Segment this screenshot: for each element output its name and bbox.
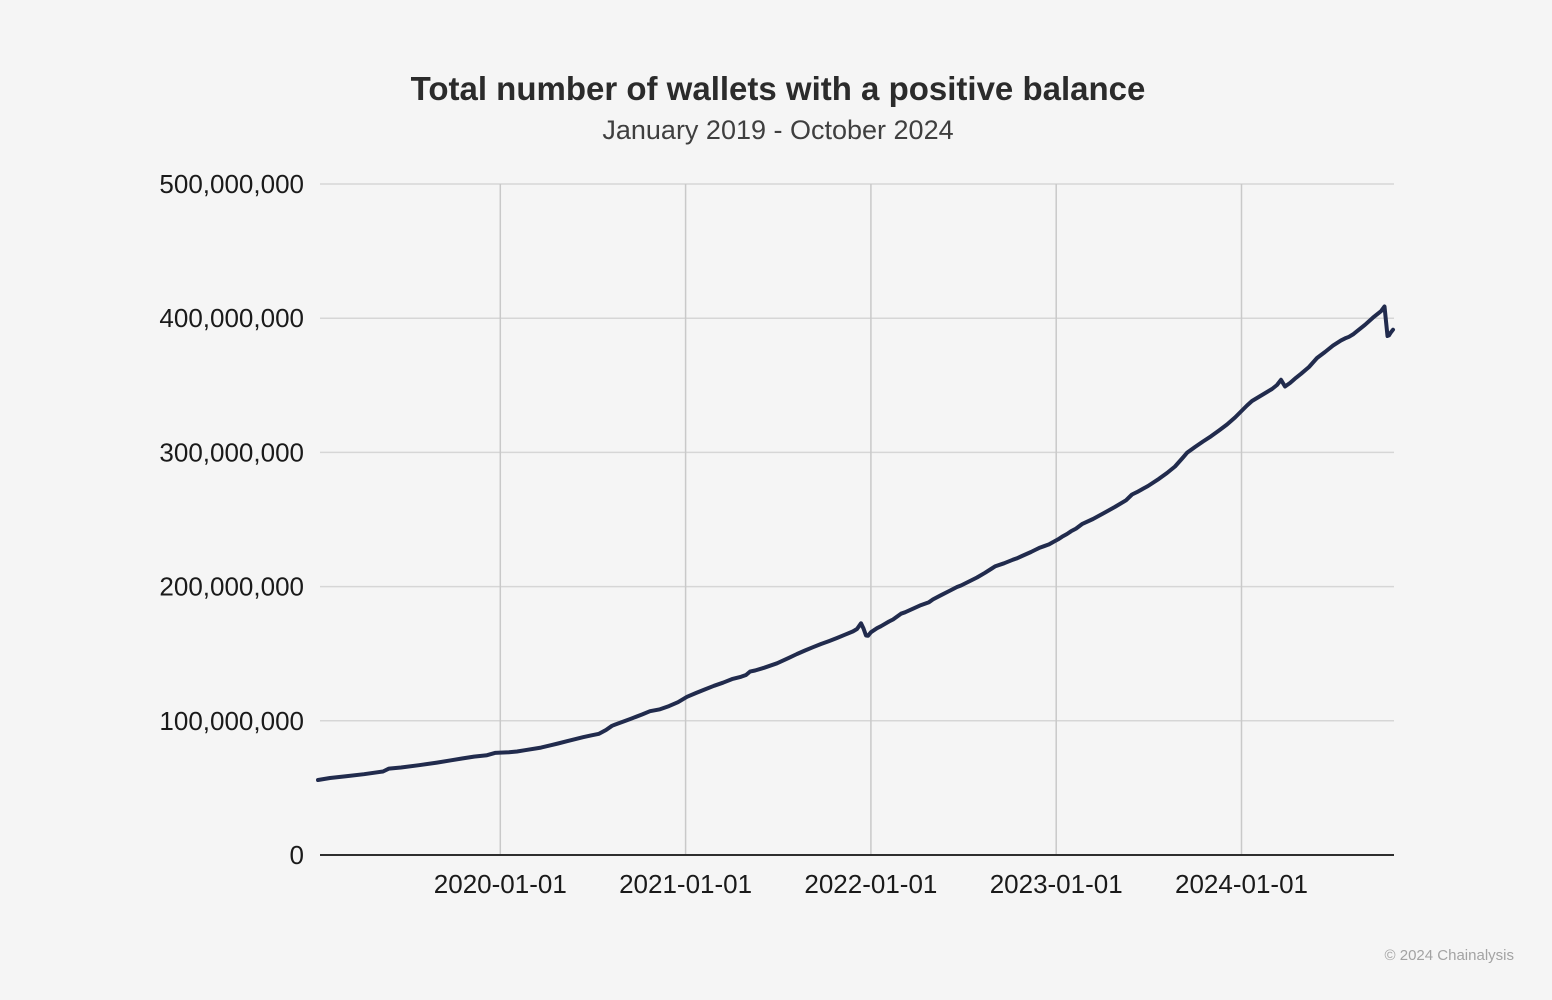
svg-text:2022-01-01: 2022-01-01 <box>804 869 937 899</box>
svg-text:200,000,000: 200,000,000 <box>159 572 304 602</box>
svg-text:2020-01-01: 2020-01-01 <box>434 869 567 899</box>
svg-text:2021-01-01: 2021-01-01 <box>619 869 752 899</box>
svg-text:500,000,000: 500,000,000 <box>159 169 304 199</box>
svg-text:0: 0 <box>290 840 304 870</box>
svg-text:2024-01-01: 2024-01-01 <box>1175 869 1308 899</box>
svg-text:2023-01-01: 2023-01-01 <box>990 869 1123 899</box>
svg-text:100,000,000: 100,000,000 <box>159 706 304 736</box>
svg-text:Total number of wallets with a: Total number of wallets with a positive … <box>411 70 1146 107</box>
svg-text:January 2019 - October 2024: January 2019 - October 2024 <box>602 115 953 145</box>
svg-text:300,000,000: 300,000,000 <box>159 437 304 467</box>
svg-text:© 2024 Chainalysis: © 2024 Chainalysis <box>1385 947 1514 964</box>
svg-text:400,000,000: 400,000,000 <box>159 303 304 333</box>
